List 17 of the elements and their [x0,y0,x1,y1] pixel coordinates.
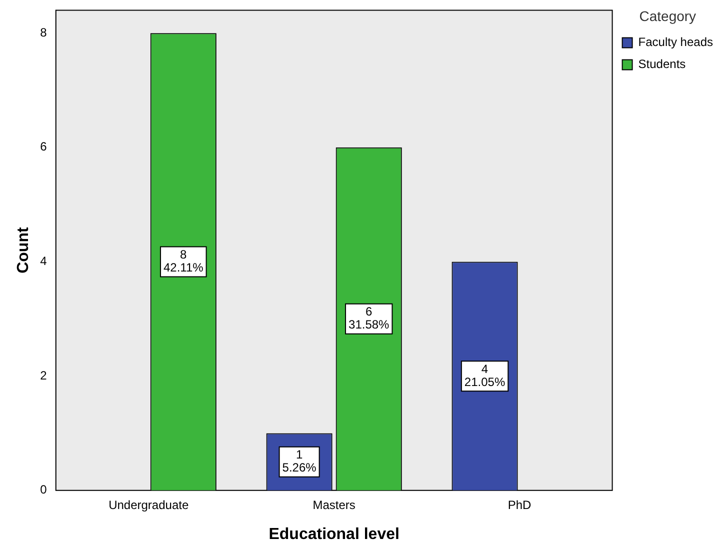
y-tick-label: 8 [40,25,48,40]
y-tick-label: 0 [40,482,48,497]
data-label: 6 31.58% [348,304,390,332]
legend-label: Students [638,57,686,72]
x-tick-label: Masters [312,498,356,512]
data-label: 4 21.05% [464,362,506,389]
legend-label: Faculty heads [638,35,714,50]
y-tick-label: 2 [40,368,48,382]
data-label: 1 5.26% [282,448,317,475]
x-tick-label: Undergraduate [108,498,189,512]
x-axis-title: Educational level [268,526,400,543]
y-tick-label: 4 [40,254,48,268]
data-label: 8 42.11% [163,248,204,275]
y-axis-title: Count [15,226,32,274]
x-tick-label: PhD [508,498,532,512]
y-tick-label: 6 [40,140,48,154]
legend-title: Category [639,8,696,24]
